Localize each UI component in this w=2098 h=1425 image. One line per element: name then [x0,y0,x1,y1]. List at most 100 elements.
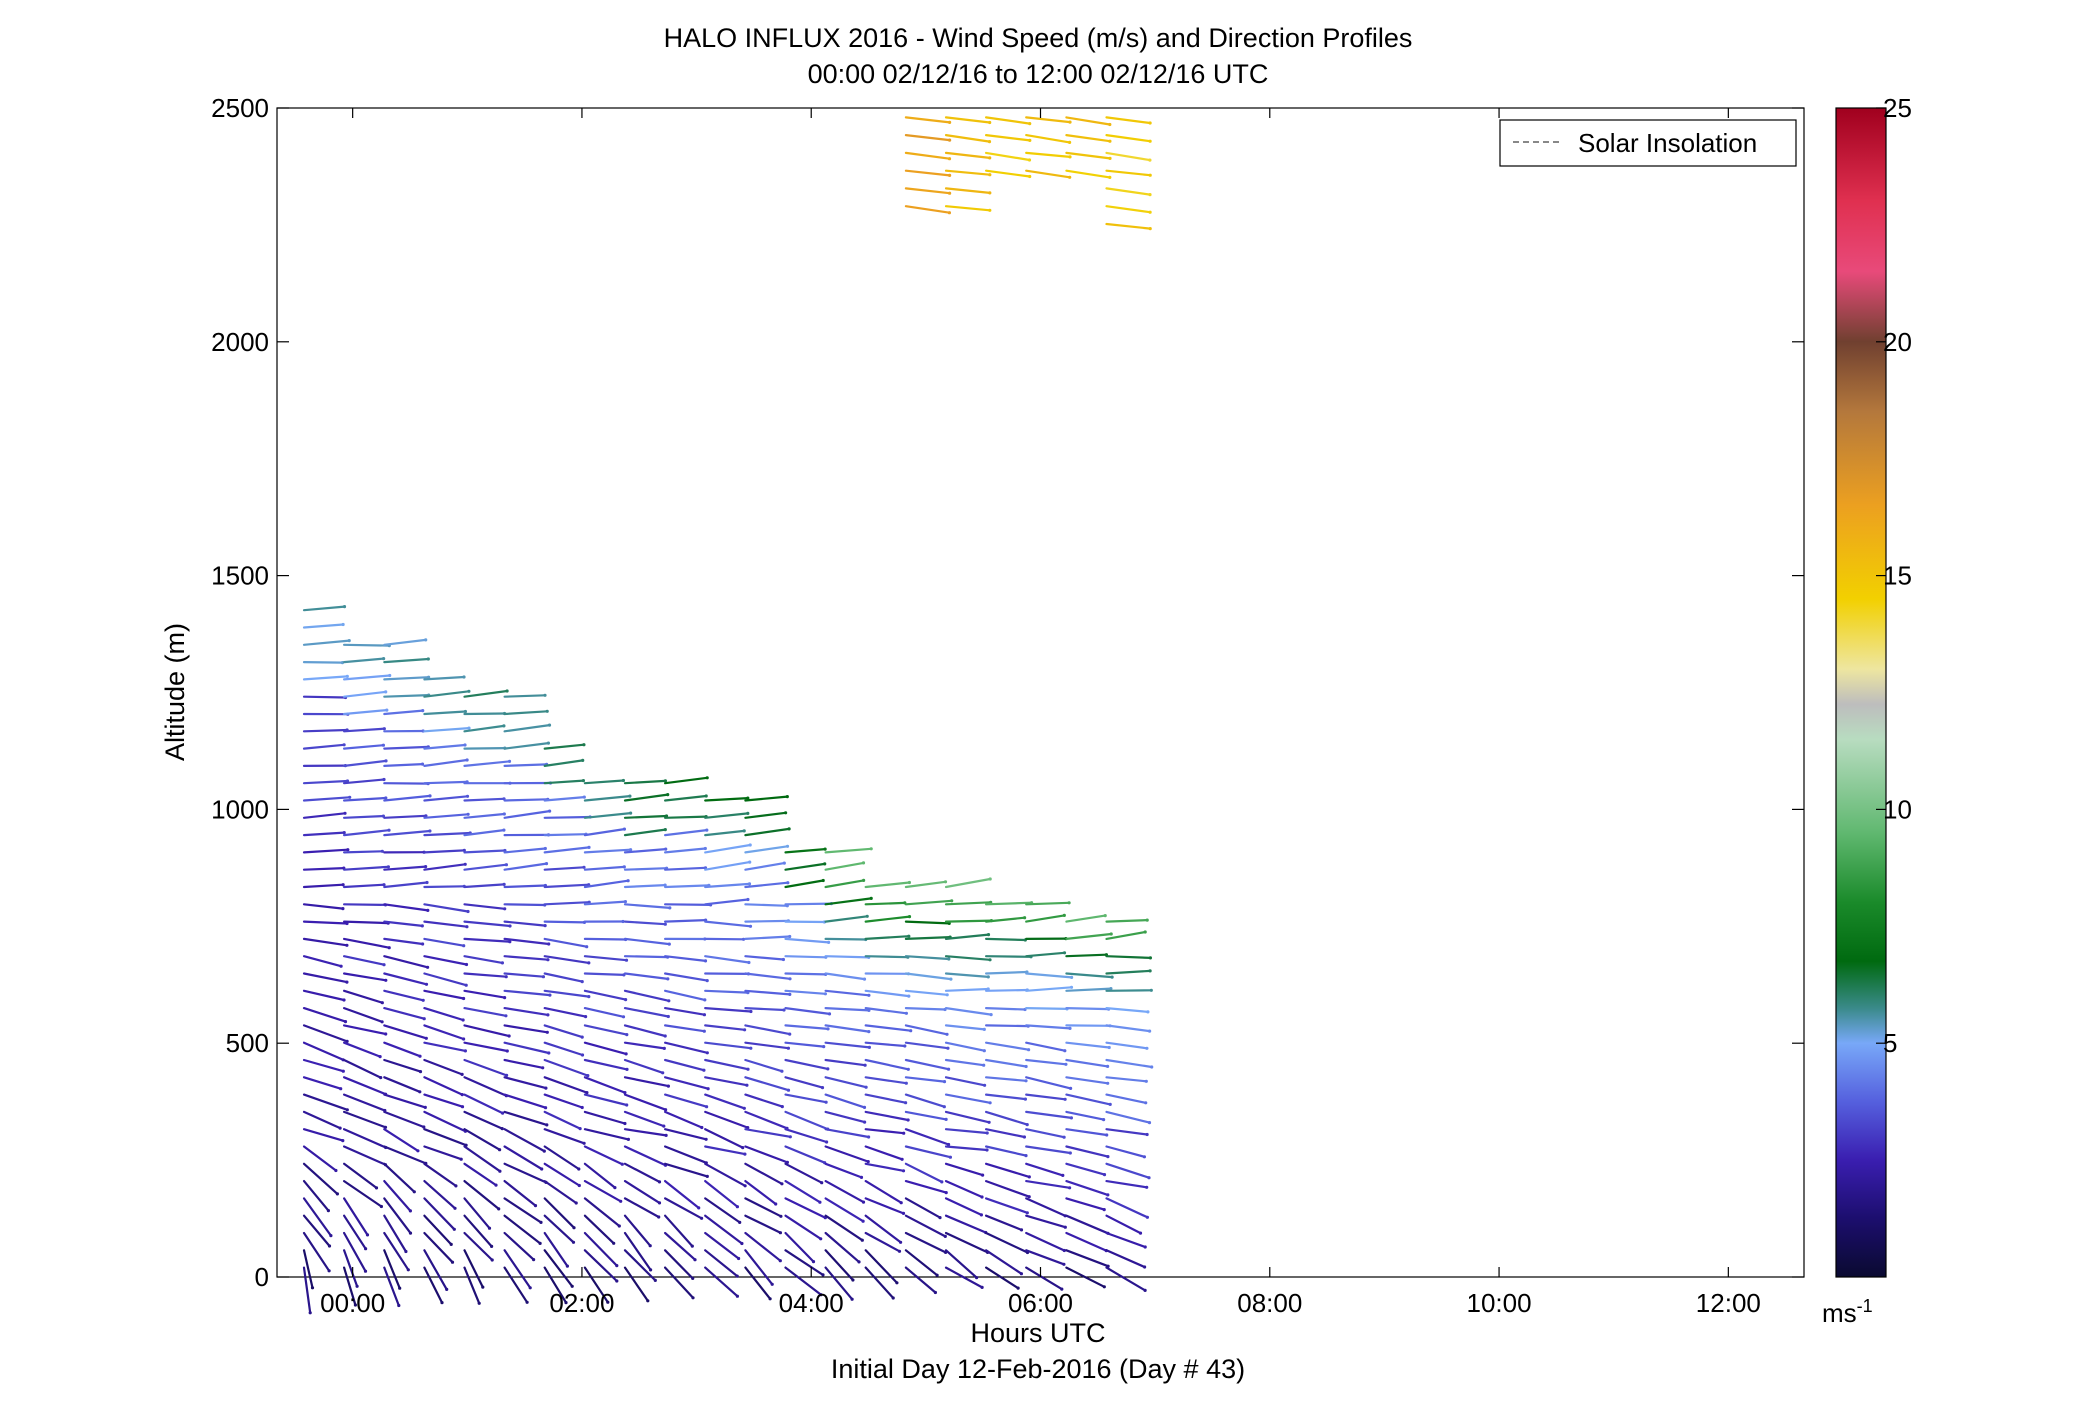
wind-barb-head [1027,1048,1031,1052]
wind-barb-head [899,1240,903,1244]
wind-barb-head [897,1249,902,1253]
wind-barb-head [743,1152,747,1156]
wind-barb [864,1145,904,1161]
wind-barb [744,919,790,923]
wind-barb [383,881,429,889]
wind-barb [663,1179,700,1210]
colorbar-tick-label: 20 [1883,327,1912,357]
wind-barb-head [1062,913,1066,918]
wind-barb-head [907,915,912,919]
wind-barb [1105,1162,1151,1179]
wind-barb [984,1058,1028,1068]
wind-barb-head [426,908,430,913]
wind-barb-head [462,1037,466,1041]
wind-barb-head [1025,1123,1029,1127]
wind-barb [984,1266,1020,1290]
wind-barb-head [1019,1272,1024,1276]
wind-barb [824,1128,870,1139]
wind-barb [463,1128,501,1151]
wind-barb-head [1102,1208,1106,1212]
wind-barb-head [746,796,750,800]
wind-barb-head [782,861,786,865]
wind-barb-head [501,1111,505,1115]
wind-barb [463,1024,511,1038]
wind-barb-head [507,1034,511,1038]
wind-barb [824,1145,870,1163]
wind-barb-head [785,795,789,799]
wind-barb-head [420,924,424,928]
wind-barb-head [668,906,672,910]
wind-barb-head [623,1121,627,1126]
wind-barb-head [1102,1285,1106,1289]
wind-barb-head [988,877,992,881]
wind-barb-head [861,861,866,865]
wind-barb-head [383,1125,388,1129]
wind-barb-head [462,996,466,1001]
wind-barb [824,1041,871,1049]
wind-barb [744,827,791,837]
wind-barb [302,605,346,612]
wind-barb [744,1179,777,1206]
wind-barb-head [623,900,628,904]
wind-barb-head [735,1274,739,1278]
wind-barb-head [819,1293,823,1297]
wind-barb [302,812,347,819]
wind-barb [503,1231,535,1261]
wind-barb [904,1058,950,1071]
wind-barb-head [384,759,388,763]
wind-barb [1105,134,1152,143]
wind-barb [1105,918,1149,923]
wind-barb-head [387,946,391,950]
wind-barb-head [703,959,708,963]
wind-barb [864,1006,908,1015]
wind-barb [864,1162,905,1172]
colorbar-unit-base: ms [1822,1298,1857,1328]
wind-barb-head [1025,1211,1029,1215]
wind-barb [503,884,547,889]
wind-barb-head [904,1081,908,1085]
wind-barb-head [1028,122,1032,126]
wind-barb [463,1266,481,1305]
wind-barb-head [353,1303,357,1307]
wind-barb [543,1197,576,1229]
wind-barb [663,1231,697,1261]
wind-barb-head [827,940,831,945]
wind-barb-head [548,993,552,997]
wind-barb [824,1162,863,1179]
wind-barb [543,1058,589,1077]
wind-barb-head [788,934,792,939]
wind-barb-head [381,743,385,747]
wind-barb [503,1214,542,1245]
wind-barb-head [907,994,911,998]
wind-barb [704,1231,740,1260]
wind-barb-head [1023,1097,1027,1101]
wind-barb [784,1162,823,1184]
wind-barb-head [823,862,827,866]
wind-barb-head [947,1142,951,1147]
wind-barb-head [648,1244,652,1248]
wind-barb [944,933,990,941]
wind-barb [503,798,549,802]
wind-barb-head [1143,1265,1147,1269]
wind-barb-head [587,845,591,850]
wind-barb [463,1214,493,1248]
wind-barb [744,881,789,889]
y-axis-label: Altitude (m) [160,623,190,761]
wind-barb [583,1249,618,1283]
wind-barb [463,1110,504,1130]
wind-barb [463,1076,508,1097]
wind-barb [623,1024,667,1038]
wind-barb-head [462,675,466,679]
wind-barb-head [345,980,349,984]
wind-barb-head [420,762,425,766]
wind-barb [543,1145,580,1171]
wind-barb-head [422,1017,426,1021]
wind-barb [704,1006,753,1013]
wind-barb [663,989,706,1002]
wind-barb [944,1128,989,1135]
wind-barb [623,937,671,946]
wind-barb [503,1266,529,1304]
wind-barb-head [1102,1118,1106,1122]
wind-barb-head [426,657,430,661]
wind-barb [944,1162,984,1177]
